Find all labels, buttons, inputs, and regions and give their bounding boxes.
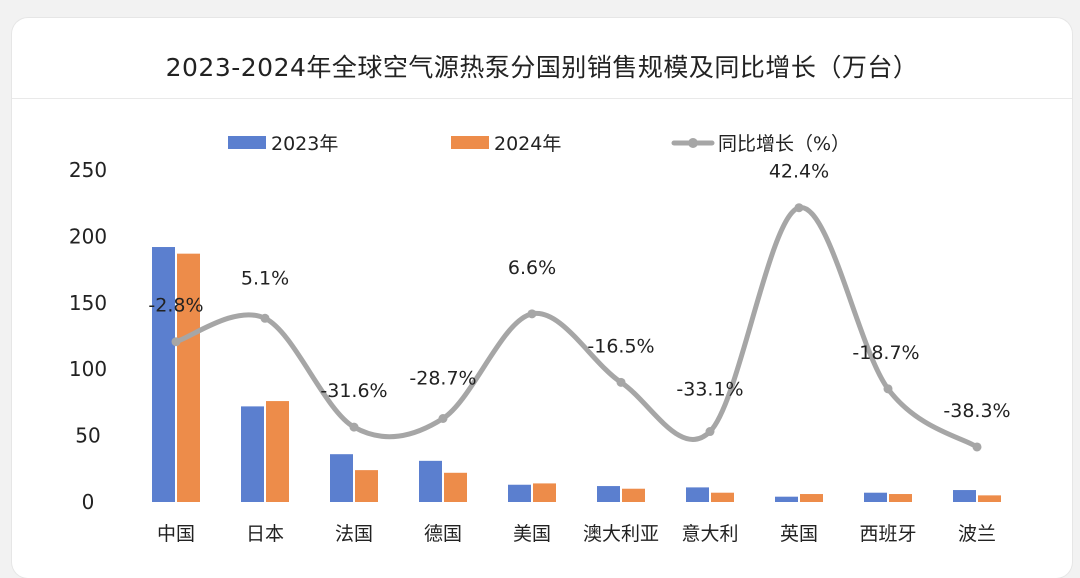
growth-label: -18.7%	[852, 342, 919, 364]
bar-2024	[889, 494, 912, 502]
y-tick-label: 200	[69, 224, 107, 248]
bar-2023	[152, 247, 175, 502]
x-category-label: 日本	[246, 523, 284, 545]
growth-label: 6.6%	[508, 257, 556, 279]
x-category-label: 波兰	[958, 523, 996, 545]
growth-label: -31.6%	[320, 380, 387, 402]
bar-2024	[355, 470, 378, 502]
legend-swatch-2024	[451, 136, 489, 149]
legend: 2023年 2024年 同比增长（%）	[228, 133, 850, 155]
bar-2024	[444, 472, 467, 502]
bar-2024	[978, 495, 1001, 502]
x-axis: 中国 日本 法国 德国 美国 澳大利亚 意大利 英国 西班牙 波兰	[157, 523, 996, 545]
growth-line-path	[173, 205, 980, 450]
y-tick-label: 250	[69, 158, 107, 182]
bar-2023	[508, 484, 531, 502]
growth-point	[705, 427, 715, 437]
bar-2024	[177, 253, 200, 502]
bar-2024	[533, 483, 556, 502]
bar-2023	[775, 496, 798, 502]
x-category-label: 美国	[513, 523, 551, 545]
y-axis: 0 50 100 150 200 250	[69, 158, 107, 514]
y-tick-label: 0	[82, 490, 95, 514]
bar-2024	[622, 488, 645, 502]
bar-2023	[330, 454, 353, 502]
growth-point	[171, 337, 181, 347]
legend-label-2024: 2024年	[494, 133, 561, 155]
x-category-label: 中国	[157, 523, 195, 545]
x-category-label: 英国	[780, 523, 818, 545]
bar-2023	[597, 486, 620, 502]
growth-point	[527, 309, 537, 319]
x-category-label: 澳大利亚	[583, 523, 659, 545]
y-tick-label: 150	[69, 291, 107, 315]
growth-label: -16.5%	[587, 335, 654, 357]
legend-swatch-2023	[228, 136, 266, 149]
growth-label: -38.3%	[943, 400, 1010, 422]
x-category-label: 法国	[335, 523, 373, 545]
growth-point	[438, 413, 448, 423]
legend-marker-growth	[688, 138, 698, 148]
x-category-label: 德国	[424, 523, 462, 545]
bar-2023	[241, 406, 264, 502]
bar-2024	[266, 401, 289, 502]
growth-point	[349, 422, 359, 432]
growth-line	[171, 203, 982, 452]
growth-point	[616, 377, 626, 387]
growth-label: -33.1%	[676, 379, 743, 401]
growth-point	[883, 384, 893, 394]
legend-label-2023: 2023年	[271, 133, 338, 155]
bars	[152, 247, 1001, 502]
x-category-label: 意大利	[681, 523, 738, 545]
y-tick-label: 100	[69, 357, 107, 381]
legend-label-growth: 同比增长（%）	[718, 133, 850, 155]
bar-2023	[419, 460, 442, 502]
bar-2023	[864, 492, 887, 502]
chart-title: 2023-2024年全球空气源热泵分国别销售规模及同比增长（万台）	[165, 53, 919, 82]
title-divider	[12, 98, 1072, 99]
growth-point	[972, 442, 982, 452]
growth-point	[794, 203, 804, 213]
x-category-label: 西班牙	[859, 523, 916, 545]
growth-labels: -2.8% 5.1% -31.6% -28.7% 6.6% -16.5% -33.1% 42.…	[148, 161, 1010, 422]
growth-label: -28.7%	[409, 367, 476, 389]
bar-2023	[686, 487, 709, 502]
bar-2023	[953, 490, 976, 502]
growth-label: 5.1%	[241, 267, 289, 289]
y-tick-label: 50	[75, 424, 100, 448]
growth-label: 42.4%	[769, 161, 829, 183]
growth-point	[260, 313, 270, 323]
growth-label: -2.8%	[148, 295, 203, 317]
bar-2024	[800, 494, 823, 502]
bar-2024	[711, 492, 734, 502]
